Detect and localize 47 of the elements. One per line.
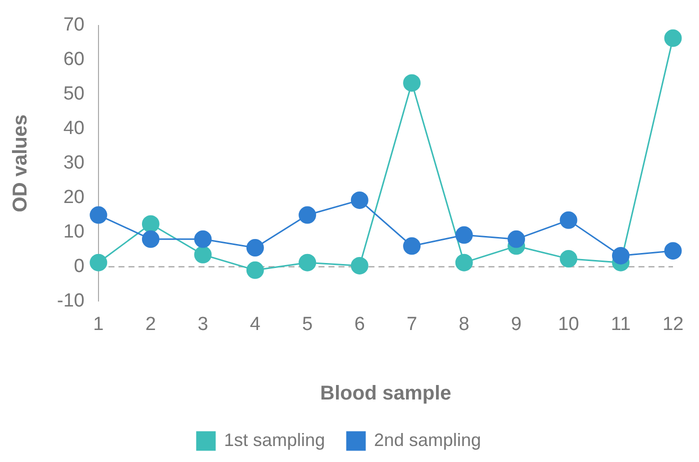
point: [455, 226, 473, 244]
y-tick-label: 60: [63, 49, 84, 70]
point: [455, 254, 473, 272]
y-tick-label: 40: [63, 118, 84, 140]
point: [246, 239, 264, 257]
legend-label: 2nd sampling: [374, 430, 482, 450]
point: [350, 256, 368, 274]
point: [560, 250, 578, 268]
point: [508, 230, 526, 248]
point: [403, 237, 421, 255]
y-tick-label: 50: [63, 84, 84, 105]
x-tick-label: 1: [93, 314, 104, 335]
y-tick-label: 0: [74, 256, 84, 277]
point: [142, 230, 160, 248]
point: [142, 215, 160, 233]
x-tick-label: 9: [511, 314, 522, 335]
x-tick-label: 4: [250, 314, 261, 335]
x-tick-label: 5: [302, 314, 313, 335]
y-axis-title: OD values: [10, 114, 32, 212]
point: [350, 191, 368, 209]
x-tick-label: 11: [610, 314, 631, 335]
x-tick-label: 8: [458, 314, 470, 335]
x-tick-label: 12: [662, 314, 684, 335]
y-tick-label: 10: [63, 221, 84, 242]
point: [246, 261, 264, 279]
x-tick-label: 7: [406, 314, 418, 335]
x-tick-label: 2: [145, 314, 156, 335]
x-tick-label: 3: [198, 314, 208, 335]
x-tick-label: 6: [354, 314, 365, 335]
point: [298, 206, 316, 224]
point: [90, 254, 108, 272]
y-tick-label: 30: [63, 152, 84, 174]
legend-label: 1st sampling: [224, 430, 326, 450]
point: [664, 242, 682, 260]
point: [90, 206, 108, 224]
x-tick-label: 10: [558, 314, 580, 335]
y-tick-label: 20: [63, 187, 84, 208]
point: [612, 246, 630, 264]
point: [403, 74, 421, 92]
point: [194, 230, 212, 248]
point: [560, 211, 578, 229]
y-tick-label: 70: [63, 14, 84, 36]
x-axis-title: Blood sample: [320, 382, 452, 405]
point: [194, 246, 212, 264]
point: [298, 254, 316, 272]
y-tick-label: -10: [56, 290, 84, 312]
point: [664, 29, 682, 47]
